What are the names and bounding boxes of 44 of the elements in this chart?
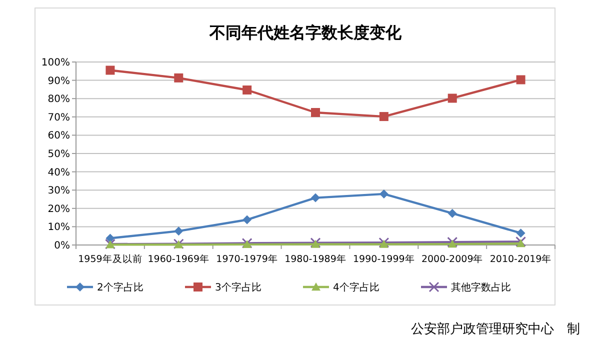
- point: [448, 208, 457, 218]
- point: [379, 189, 388, 198]
- point: [516, 239, 526, 248]
- x-tick-label: 1990-1999年: [353, 253, 415, 265]
- y-tick-label: 40%: [48, 167, 70, 178]
- point: [516, 236, 526, 247]
- point: [378, 237, 390, 248]
- point: [174, 73, 184, 82]
- point: [379, 240, 388, 248]
- x-tick-label: 1980-1989年: [284, 253, 346, 265]
- y-tick-label: 70%: [48, 112, 70, 124]
- point: [448, 94, 457, 103]
- x-tick-label: 1959年及以前: [78, 253, 142, 265]
- y-tick-label: 100%: [41, 58, 70, 68]
- point: [311, 193, 320, 202]
- y-tick-label: 60%: [48, 130, 70, 142]
- legend-label: 其他字数占比: [451, 282, 511, 294]
- point: [379, 112, 388, 122]
- point: [447, 236, 458, 248]
- y-tick-label: 90%: [48, 76, 70, 87]
- y-tick-label: 80%: [48, 94, 70, 106]
- point: [174, 226, 184, 236]
- point: [448, 240, 457, 248]
- point: [516, 228, 526, 238]
- y-tick-label: 10%: [48, 222, 70, 234]
- legend-label: 3个字占比: [215, 282, 262, 294]
- chart-title: 不同年代姓名字数长度变化: [208, 23, 402, 42]
- legend-label: 4个字占比: [333, 282, 380, 294]
- point: [516, 75, 526, 84]
- point: [106, 234, 115, 243]
- point: [106, 66, 115, 75]
- y-tick-label: 20%: [48, 204, 70, 215]
- x-tick-label: 2000-2009年: [421, 253, 484, 265]
- text: 公安部户政管理研究中心 制: [411, 321, 580, 337]
- point: [242, 215, 252, 224]
- point: [311, 108, 320, 118]
- x-tick-label: 1970-1979年: [216, 253, 278, 265]
- legend-label: 2个字占比: [97, 282, 144, 294]
- x-tick-label: 2010-2019年: [490, 253, 552, 265]
- y-tick-label: 30%: [48, 186, 70, 197]
- point: [242, 86, 252, 94]
- y-tick-label: 0%: [54, 240, 70, 252]
- y-tick-label: 50%: [48, 149, 70, 160]
- x-tick-label: 1960-1969年: [148, 253, 210, 265]
